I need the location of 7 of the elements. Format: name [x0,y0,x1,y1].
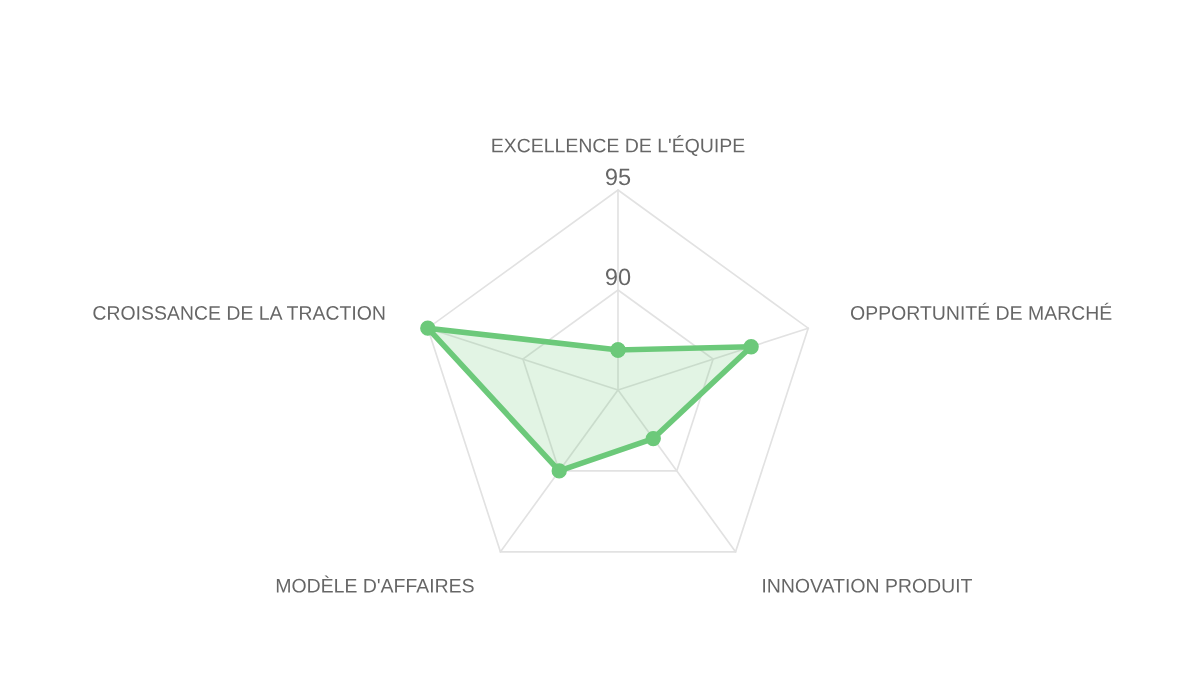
spoke-label: MODÈLE D'AFFAIRES [276,575,474,593]
spoke-label: OPPORTUNITÉ DE MARCHÉ [850,302,1112,320]
spoke-label: INNOVATION PRODUIT [763,578,973,593]
spoke-label: CROISSANCE DE LA TRACTION [93,306,385,320]
y-tick-label: 90 [605,268,631,286]
y-tick-label: 95 [605,168,631,186]
spoke-label: EXCELLENCE DE L'ÉQUIPE [492,135,745,156]
